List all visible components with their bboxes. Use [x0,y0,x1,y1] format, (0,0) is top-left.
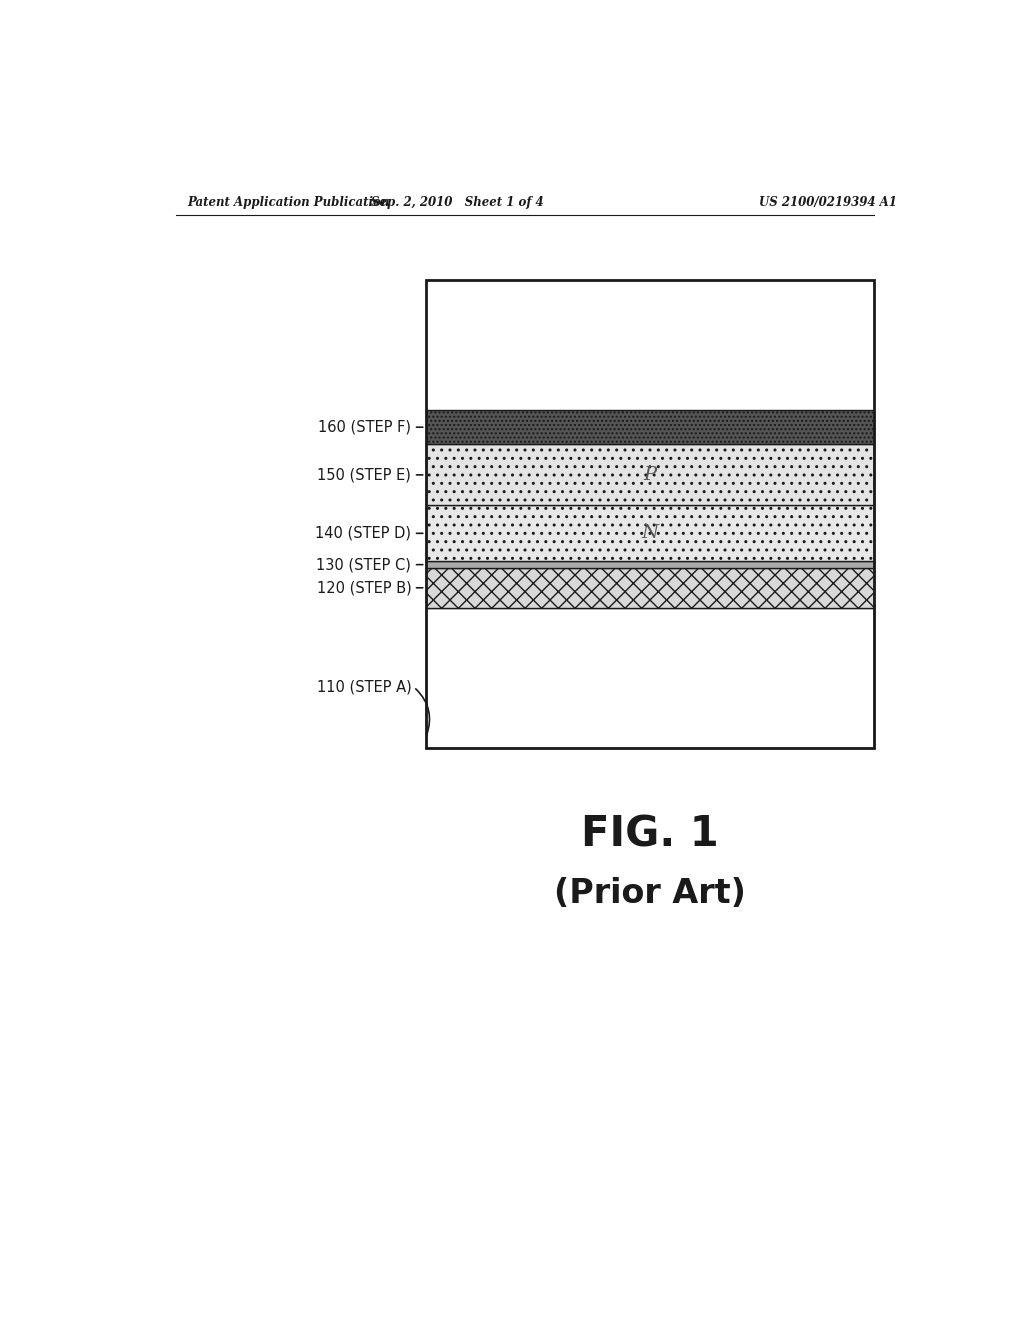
Text: Patent Application Publication: Patent Application Publication [187,195,390,209]
Text: N: N [641,524,658,543]
Bar [426,568,873,607]
Text: 130 (STEP C): 130 (STEP C) [316,557,412,572]
Bar [426,445,873,506]
Bar [426,411,873,445]
Text: 160 (STEP F): 160 (STEP F) [318,420,412,434]
Text: Sep. 2, 2010   Sheet 1 of 4: Sep. 2, 2010 Sheet 1 of 4 [371,195,544,209]
Text: US 2100/0219394 A1: US 2100/0219394 A1 [759,195,897,209]
Bar [426,506,873,561]
Text: 110 (STEP A): 110 (STEP A) [316,680,412,694]
Bar [426,280,873,748]
Text: 140 (STEP D): 140 (STEP D) [315,525,412,541]
Text: 150 (STEP E): 150 (STEP E) [317,467,412,482]
Text: P: P [643,466,656,484]
Bar [426,561,873,568]
Bar [426,607,873,748]
Text: (Prior Art): (Prior Art) [554,876,745,909]
Text: FIG. 1: FIG. 1 [581,813,719,855]
Text: 120 (STEP B): 120 (STEP B) [316,581,412,595]
